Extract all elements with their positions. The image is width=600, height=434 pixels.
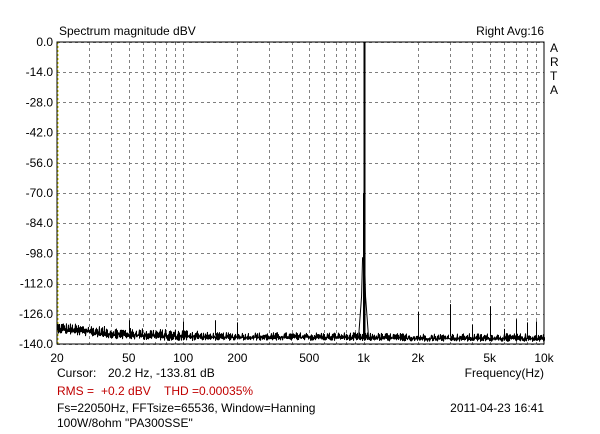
rms-label: RMS =	[57, 384, 95, 398]
x-tick-label: 1k	[357, 351, 371, 365]
fft-info: Fs=22050Hz, FFTsize=65536, Window=Hannin…	[57, 401, 316, 415]
thd-value: THD =0.00035%	[164, 384, 254, 398]
y-tick-label: -70.0	[26, 186, 54, 200]
x-tick-label: 5k	[483, 351, 497, 365]
y-tick-label: -56.0	[26, 156, 54, 170]
x-tick-label: 200	[227, 351, 247, 365]
x-axis-label: Frequency(Hz)	[464, 366, 544, 380]
brand-letter-r: R	[550, 55, 559, 69]
brand-letter-a: A	[550, 41, 559, 55]
x-tick-label: 50	[122, 351, 136, 365]
spectrum-trace	[57, 42, 545, 342]
chart-title: Spectrum magnitude dBV	[59, 24, 196, 38]
x-tick-label: 10k	[534, 351, 554, 365]
y-tick-label: -28.0	[26, 95, 54, 109]
y-tick-label: -126.0	[19, 307, 53, 321]
brand-letter-a2: A	[550, 83, 559, 97]
x-tick-label: 20	[50, 351, 64, 365]
fundamental-skirt	[358, 257, 370, 338]
noise-floor-trace	[57, 323, 545, 342]
y-axis-tick-labels: 0.0 -14.0 -28.0 -42.0 -56.0 -70.0 -84.0 -98.0 -1…	[19, 35, 53, 351]
y-tick-label: 0.0	[36, 35, 53, 49]
y-tick-label: -98.0	[26, 246, 54, 260]
rms-value: +0.2 dBV	[101, 384, 151, 398]
x-tick-label: 100	[173, 351, 193, 365]
cursor-label: Cursor:	[57, 366, 97, 380]
y-tick-label: -14.0	[26, 65, 54, 79]
x-tick-label: 500	[299, 351, 319, 365]
device-note: 100W/8ohm "PA300SSE"	[57, 416, 193, 430]
x-tick-label: 2k	[412, 351, 426, 365]
plot-frame	[56, 41, 545, 345]
y-tick-label: -42.0	[26, 126, 54, 140]
y-tick-label: -140.0	[19, 337, 53, 351]
grid-lines	[57, 42, 544, 345]
timestamp: 2011-04-23 16:41	[450, 401, 544, 415]
x-axis-tick-labels: 20 50 100 200 500 1k 2k 5k 10k	[50, 351, 554, 365]
y-tick-label: -84.0	[26, 216, 54, 230]
cursor-value: 20.2 Hz, -133.81 dB	[108, 366, 215, 380]
channel-info: Right Avg:16	[476, 24, 544, 38]
brand-letter-t: T	[550, 69, 558, 83]
y-tick-label: -112.0	[20, 277, 53, 291]
